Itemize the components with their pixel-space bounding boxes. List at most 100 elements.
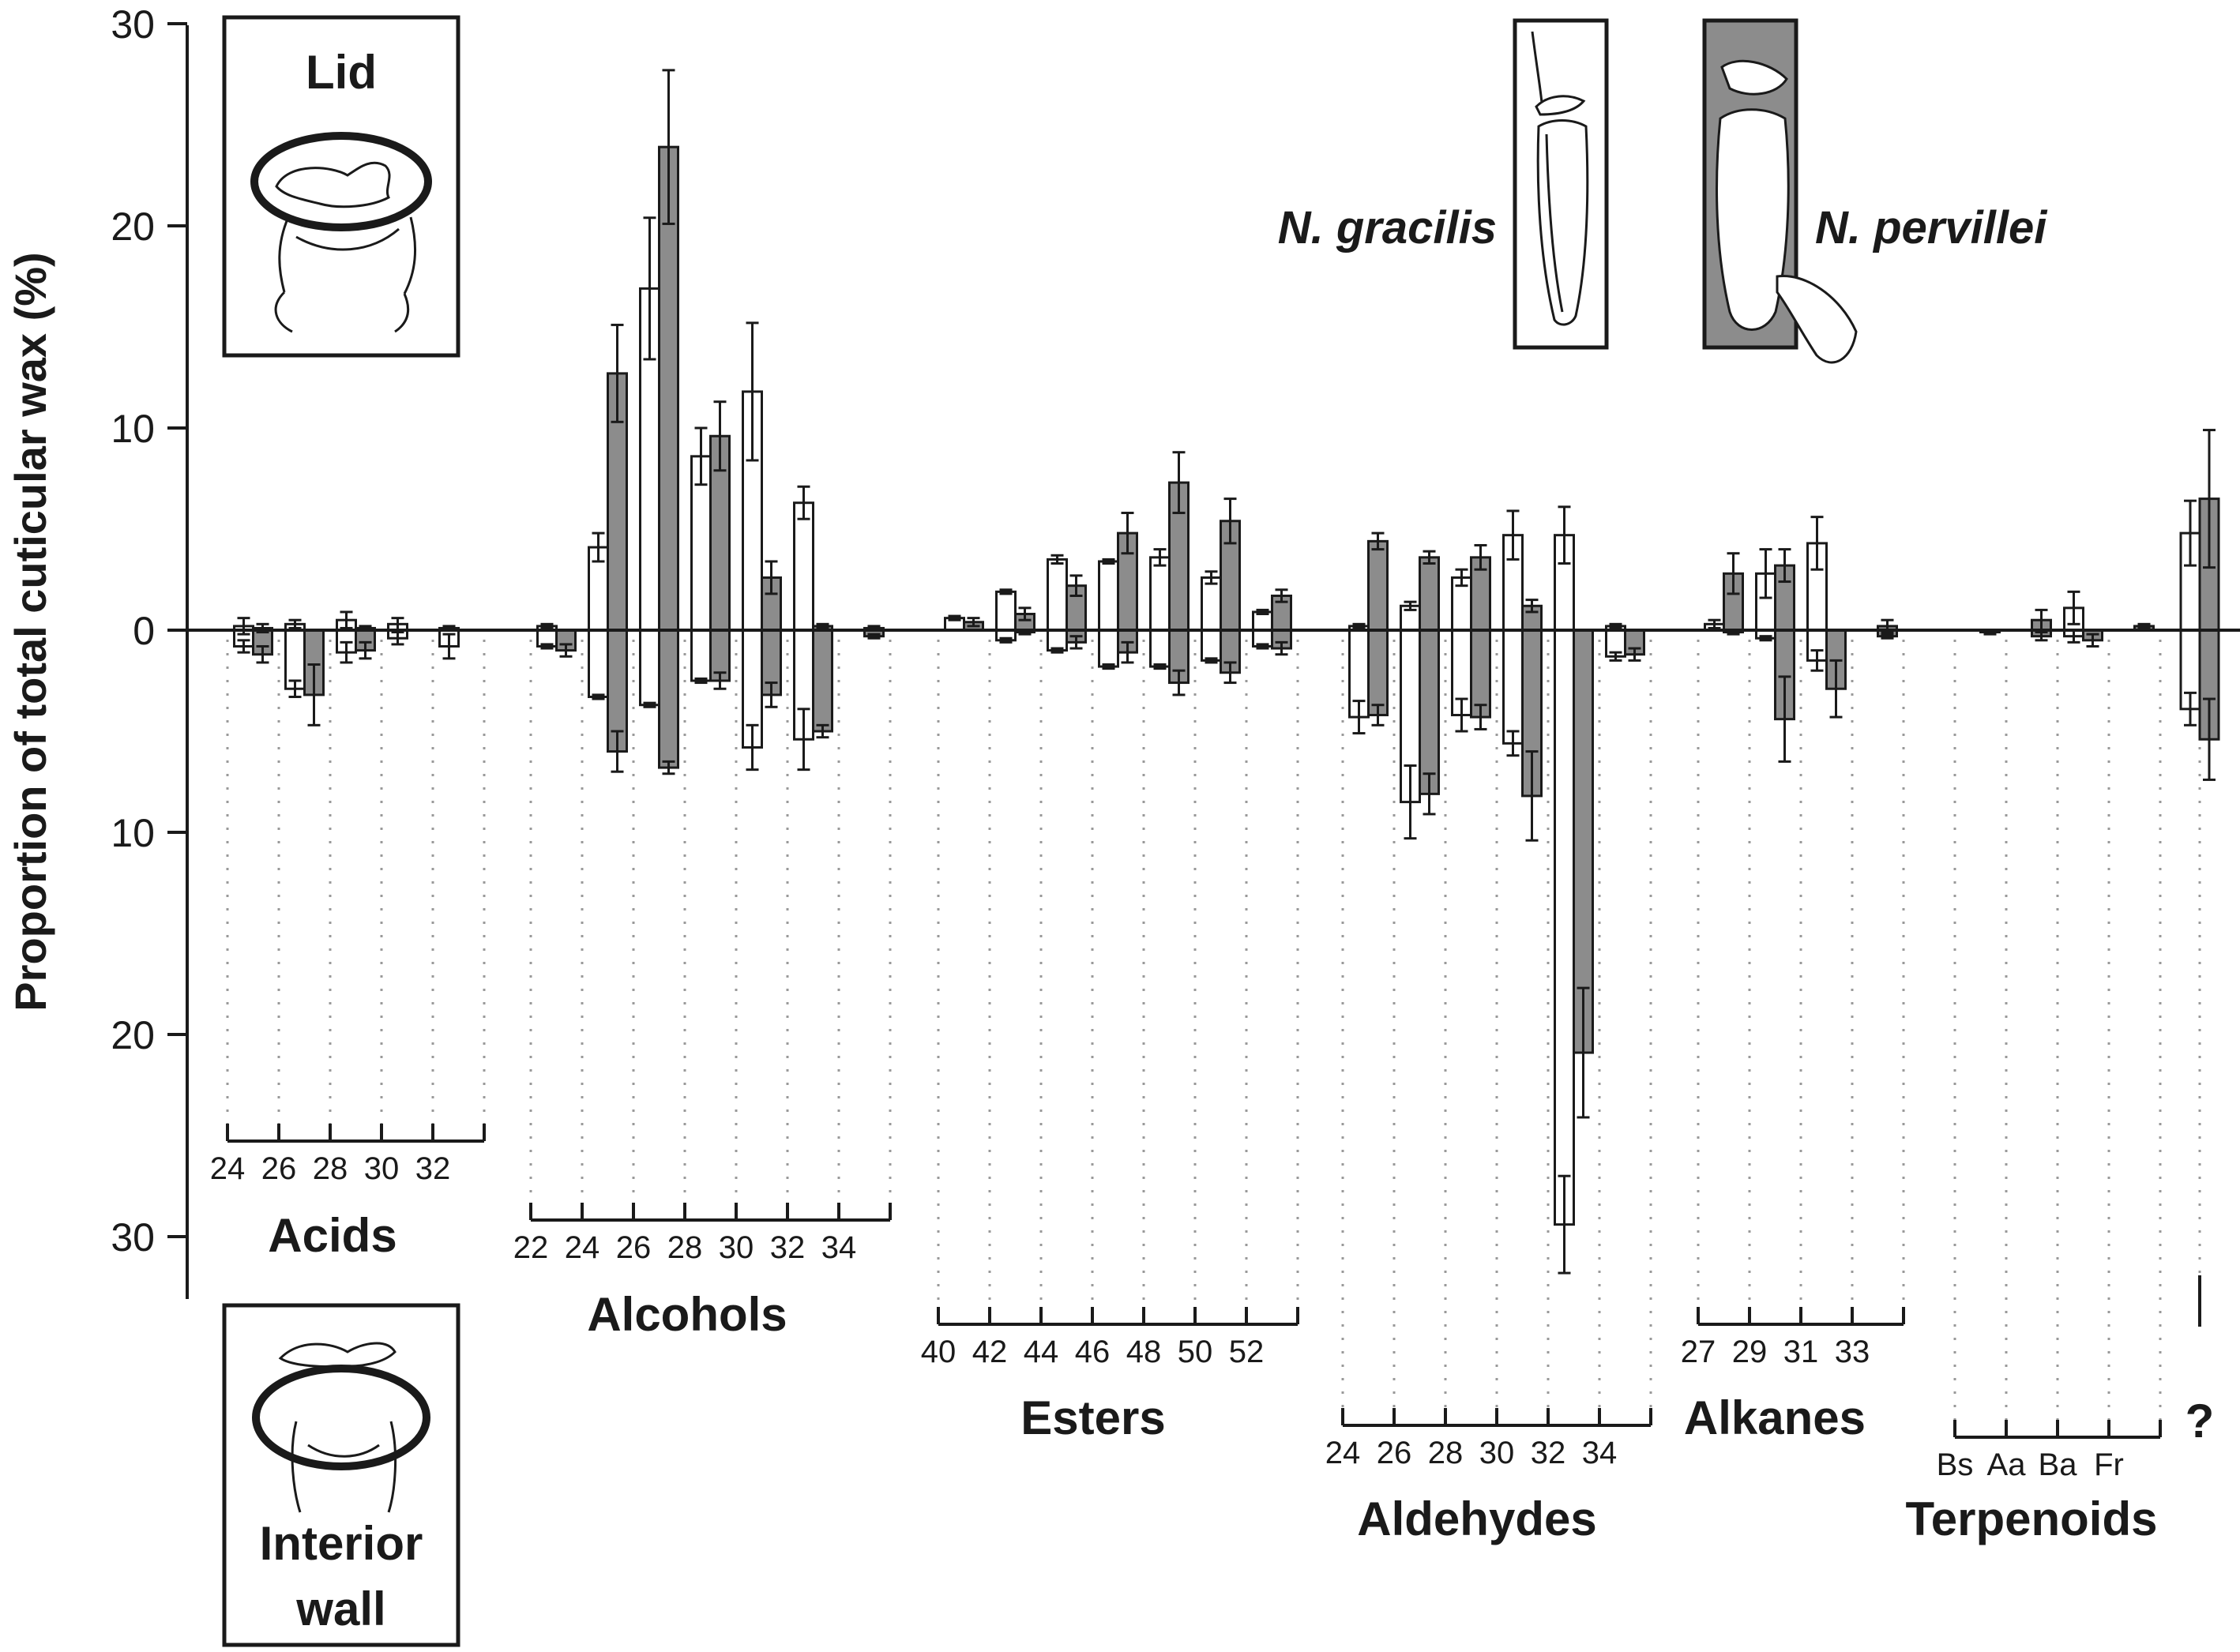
category-label: Fr bbox=[2094, 1447, 2124, 1482]
error-bar-lid bbox=[1455, 568, 1468, 588]
compound-alkanes-27 bbox=[1704, 552, 1744, 636]
pervillei-pitcher-drawing bbox=[1716, 59, 1858, 364]
error-bar-lid bbox=[1352, 622, 1366, 629]
bar-pervillei-lid bbox=[1419, 556, 1440, 632]
category-label: 32 bbox=[770, 1230, 806, 1265]
error-bar-wall bbox=[1778, 675, 1791, 763]
error-bar-wall bbox=[662, 760, 675, 775]
bar-gracilis-wall bbox=[1201, 629, 1222, 662]
error-bar-wall bbox=[1069, 635, 1083, 650]
category-label: 30 bbox=[364, 1151, 400, 1186]
error-bar-lid bbox=[611, 323, 624, 423]
compound-aldehydes-24 bbox=[1348, 531, 1389, 735]
error-bar-wall bbox=[391, 631, 404, 646]
error-bar-lid bbox=[1609, 622, 1622, 629]
category-label: 40 bbox=[921, 1335, 957, 1369]
bracket-alkanes: 27 29 31 33 Alkanes bbox=[1681, 1307, 1905, 1444]
error-bar-wall bbox=[1205, 657, 1218, 664]
error-bar-lid bbox=[2067, 590, 2080, 625]
error-bar-lid bbox=[1525, 599, 1539, 614]
error-bar-lid bbox=[1810, 516, 1824, 571]
error-bar-lid bbox=[713, 400, 727, 472]
bar-gracilis-lid bbox=[1098, 560, 1119, 632]
category-label: 24 bbox=[1325, 1436, 1361, 1470]
pitcher-lid-drawing bbox=[274, 161, 417, 333]
interior-wall-inset-frame bbox=[222, 1303, 460, 1647]
species-label-pervillei: N. pervillei bbox=[1815, 202, 2048, 253]
error-bar-wall bbox=[2184, 691, 2197, 727]
bracket-esters: 40 42 44 46 48 50 52 Esters bbox=[921, 1307, 1299, 1444]
error-bar-lid bbox=[1275, 588, 1288, 603]
compound-alkanes-29 bbox=[1755, 548, 1795, 763]
error-bar-wall bbox=[1153, 663, 1167, 670]
error-bar-lid bbox=[1474, 543, 1487, 571]
bars bbox=[233, 69, 2220, 1275]
compound-alcohols-28 bbox=[690, 400, 731, 690]
bar-pervillei-wall bbox=[1521, 629, 1543, 798]
error-bar-lid bbox=[1172, 451, 1186, 515]
error-bar-wall bbox=[1810, 649, 1824, 672]
error-bar-lid bbox=[1759, 548, 1772, 599]
bar-gracilis-lid bbox=[1201, 576, 1222, 632]
gracilis-pitcher-drawing bbox=[1531, 31, 1589, 326]
species-legend: N. gracilis N. pervillei bbox=[1278, 18, 2048, 364]
bar-gracilis-wall bbox=[1554, 629, 1575, 1226]
interior-label: Interior bbox=[260, 1517, 423, 1570]
error-bar-lid bbox=[1018, 606, 1032, 621]
group-title: Esters bbox=[1020, 1391, 1165, 1444]
bar-gracilis-lid bbox=[1149, 556, 1171, 632]
error-bar-lid bbox=[1153, 548, 1167, 567]
error-bar-lid bbox=[1558, 505, 1571, 565]
bar-gracilis-lid bbox=[793, 501, 814, 632]
error-bar-wall bbox=[1474, 704, 1487, 730]
error-bar-wall bbox=[643, 701, 656, 708]
error-bar-lid bbox=[1506, 509, 1520, 561]
error-bar-lid bbox=[1223, 497, 1237, 545]
bar-pervillei-wall bbox=[1367, 629, 1389, 717]
species-label-gracilis: N. gracilis bbox=[1278, 202, 1497, 253]
compound-alkanes-31 bbox=[1806, 516, 1847, 719]
y-tick-label: 0 bbox=[133, 609, 155, 653]
category-label: 30 bbox=[719, 1230, 754, 1265]
category-label: 26 bbox=[1377, 1436, 1412, 1470]
compound-alcohols-22 bbox=[536, 622, 577, 658]
error-bar-lid bbox=[1205, 570, 1218, 585]
compound-esters-44 bbox=[1047, 554, 1087, 654]
compound-esters-48 bbox=[1149, 451, 1190, 696]
bar-gracilis-lid bbox=[995, 590, 1017, 632]
compound-esters-40 bbox=[944, 614, 984, 632]
category-label: 34 bbox=[1582, 1436, 1618, 1470]
category-label: 50 bbox=[1178, 1335, 1213, 1369]
category-label: 31 bbox=[1783, 1335, 1819, 1369]
bar-gracilis-wall bbox=[690, 629, 712, 682]
error-bar-wall bbox=[999, 636, 1013, 644]
error-bar-lid bbox=[592, 531, 605, 563]
bar-gracilis-wall bbox=[588, 629, 609, 698]
error-bar-lid bbox=[1069, 574, 1083, 597]
compound-acids-24 bbox=[233, 617, 273, 664]
group-title: Alkanes bbox=[1684, 1391, 1866, 1444]
category-guide-lines bbox=[226, 640, 2201, 1434]
bar-gracilis-lid bbox=[1047, 558, 1068, 632]
compound-terpenoids-Ba bbox=[2063, 590, 2103, 648]
error-bar-wall bbox=[1121, 640, 1134, 664]
group-title: ? bbox=[2186, 1395, 2215, 1447]
bar-pervillei-wall bbox=[1419, 629, 1440, 795]
compound-esters-52 bbox=[1252, 588, 1292, 656]
error-bar-lid bbox=[948, 614, 961, 621]
error-bar-lid bbox=[1778, 548, 1791, 584]
compound-alcohols-26 bbox=[639, 69, 679, 775]
error-bar-lid bbox=[967, 617, 980, 628]
error-bar-wall bbox=[1172, 669, 1186, 696]
error-bar-wall bbox=[559, 643, 573, 658]
error-bar-wall bbox=[540, 643, 554, 650]
error-bar-wall bbox=[1371, 704, 1385, 727]
error-bar-wall bbox=[1256, 643, 1269, 650]
category-label: 30 bbox=[1479, 1436, 1515, 1470]
y-tick-label: 10 bbox=[111, 407, 155, 451]
category-label: Aa bbox=[1987, 1447, 2027, 1482]
error-bar-wall bbox=[1275, 640, 1288, 656]
category-label: Ba bbox=[2039, 1447, 2078, 1482]
